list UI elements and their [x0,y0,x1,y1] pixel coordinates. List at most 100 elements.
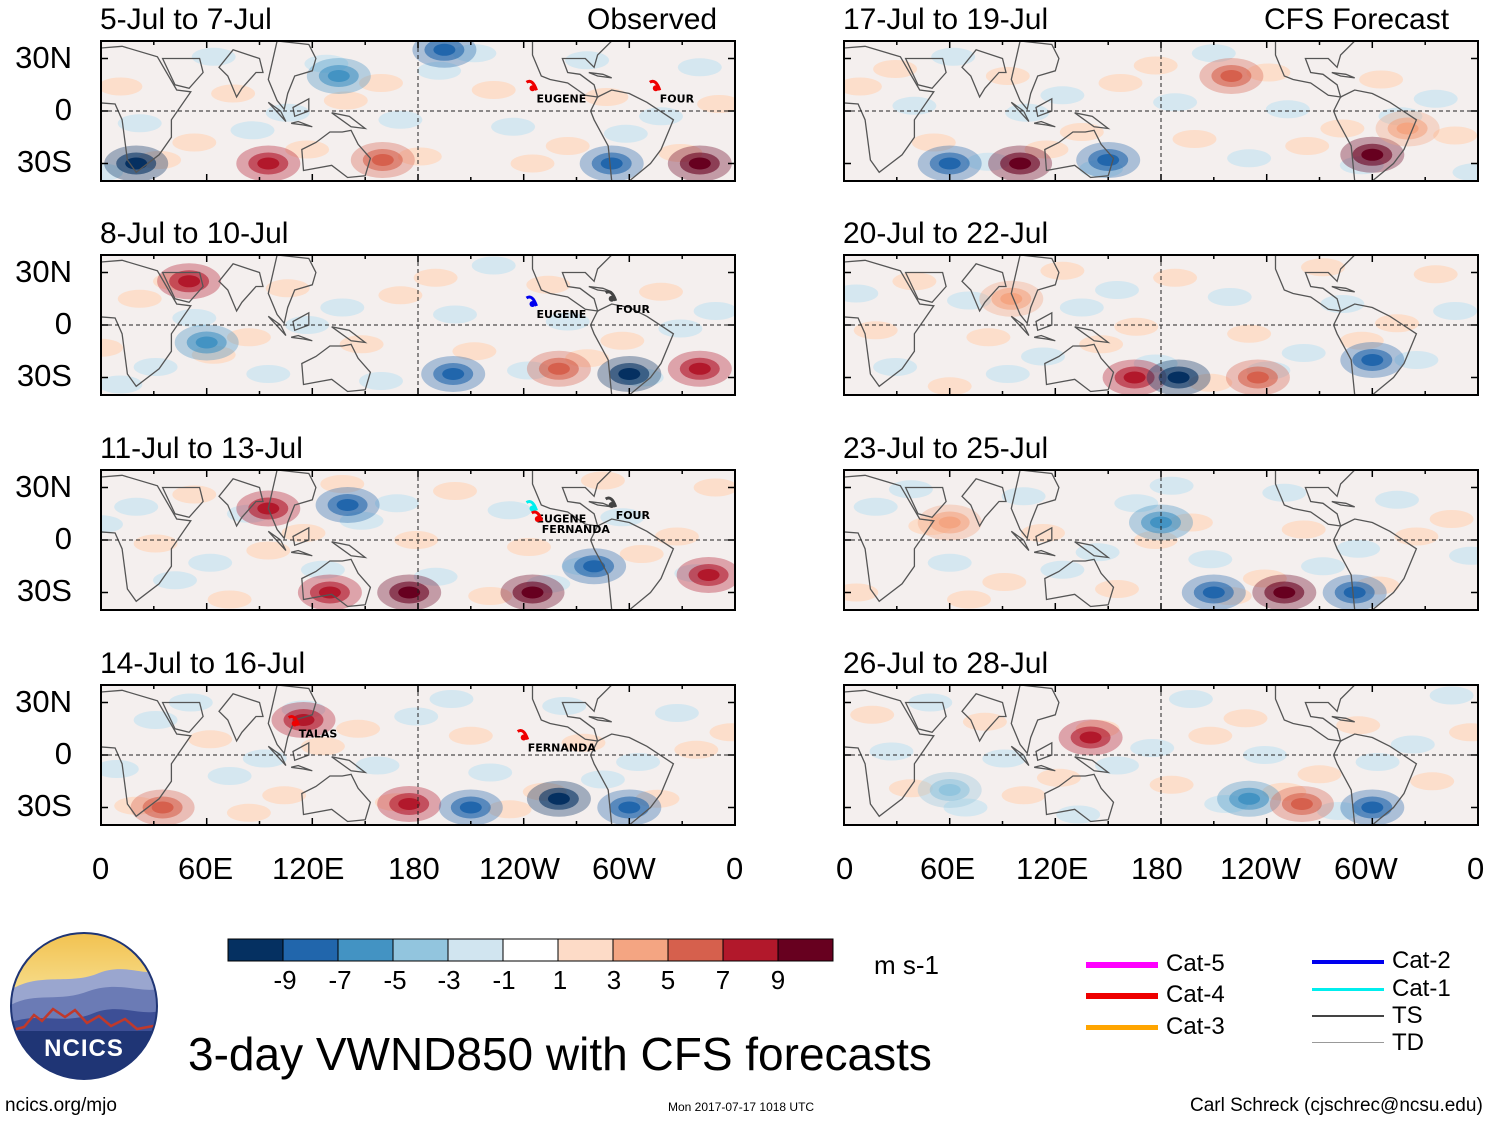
anomaly-patch [1133,354,1178,373]
anomaly-patch [1168,513,1213,532]
map-panel: EUGENE FOUR FERNANDA [100,469,736,611]
anomaly-core [327,70,350,82]
legend-line-cat5 [1086,962,1158,968]
colorbar-swatch [667,938,724,962]
anomaly-patch [1024,140,1069,159]
coastline [301,129,372,179]
anomaly-core [1167,371,1190,384]
coastline [1035,311,1053,332]
legend-line-cat2 [1312,960,1384,964]
coastline [267,530,287,551]
anomaly-patch [1001,786,1046,805]
anomaly-patch [709,723,735,742]
colorbar-swatch [502,938,559,962]
coastline [267,255,317,325]
anomaly-patch [265,279,310,298]
map-panel: EUGENE FOUR [100,40,736,182]
colorbar-swatch [227,938,284,962]
legend-label: TS [1392,1002,1423,1029]
anomaly-patch [1429,686,1474,705]
colorbar [227,938,834,962]
coastline [531,685,613,742]
anomaly-patch [188,730,233,749]
anomaly-patch [1265,100,1310,119]
coastline [1034,120,1056,128]
coastline [1274,470,1356,527]
anomaly-patch [600,331,645,350]
anomaly-core [697,569,720,581]
colorbar-swatch [777,938,834,962]
panel-title: 20-Jul to 22-Jul [843,217,1049,250]
anomaly-patch [172,309,217,327]
anomaly-patch [639,282,683,301]
figure-title: 3-day VWND850 with CFS forecasts [188,1028,932,1080]
x-tick-label: 120E [272,851,345,886]
anomaly-patch [226,328,271,347]
colorbar-swatch [282,938,339,962]
coastline [1044,558,1115,608]
anomaly-patch [394,707,439,726]
storm-track [287,715,301,727]
anomaly-patch [600,508,645,527]
colorbar-label: -5 [383,965,407,995]
anomaly-patch [1095,281,1139,299]
anomaly-patch [1021,347,1065,366]
anomaly-patch [413,567,458,586]
coastline [904,57,947,90]
storm-marker [529,505,536,512]
anomaly-core [1202,586,1225,599]
anomaly-patch [1040,261,1085,280]
coastline [1010,745,1030,766]
anomaly-patch [1130,739,1175,757]
anomaly-core [600,157,623,170]
coastline [531,255,613,312]
anomaly-core [1361,801,1384,814]
legend-label: Cat-1 [1392,975,1451,1002]
coastline [267,745,287,766]
storm-marker [529,85,536,92]
coastline [1074,756,1111,774]
storm-track [530,510,544,522]
anomaly-core [178,275,201,288]
coastline [331,326,368,344]
anomaly-patch [510,154,555,173]
y-tick-label: 30S [16,358,72,393]
y-tick-label: 30S [16,788,72,823]
anomaly-patch [285,140,330,159]
anomaly-core [371,154,394,166]
coastline [267,41,317,111]
anomaly-core [1000,292,1023,305]
panel-title: 8-Jul to 10-Jul [100,217,289,250]
anomaly-core [1273,586,1296,599]
anomaly-core [1123,371,1146,384]
anomaly-patch [1056,805,1101,824]
anomaly-patch [320,475,365,493]
anomaly-patch [1149,476,1194,495]
anomaly-patch [468,763,513,782]
coastline [1074,326,1111,344]
anomaly-core [1290,798,1313,810]
coastline [291,764,313,772]
anomaly-patch [1301,557,1345,576]
anomaly-patch [982,749,1027,768]
anomaly-patch [359,74,403,92]
anomaly-patch [191,47,236,66]
storm-label: FOUR [660,92,695,105]
anomaly-patch [1281,344,1326,362]
legend-line-cat1 [1312,988,1384,991]
x-tick-label: 120W [1220,851,1301,886]
anomaly-patch [246,541,291,560]
anomaly-patch [339,511,384,530]
anomaly-patch [1281,520,1326,539]
colorbar-label: -1 [492,965,516,995]
coastline [1035,97,1053,118]
anomaly-patch [947,590,991,609]
anomaly-patch [378,286,423,305]
coastline [1331,71,1355,79]
anomaly-core [547,362,570,375]
anomaly-patch [580,471,625,490]
storm-label: EUGENE [537,308,587,321]
anomaly-patch [1114,494,1159,513]
anomaly-patch [1001,487,1046,506]
legend-line-cat4 [1086,993,1158,999]
